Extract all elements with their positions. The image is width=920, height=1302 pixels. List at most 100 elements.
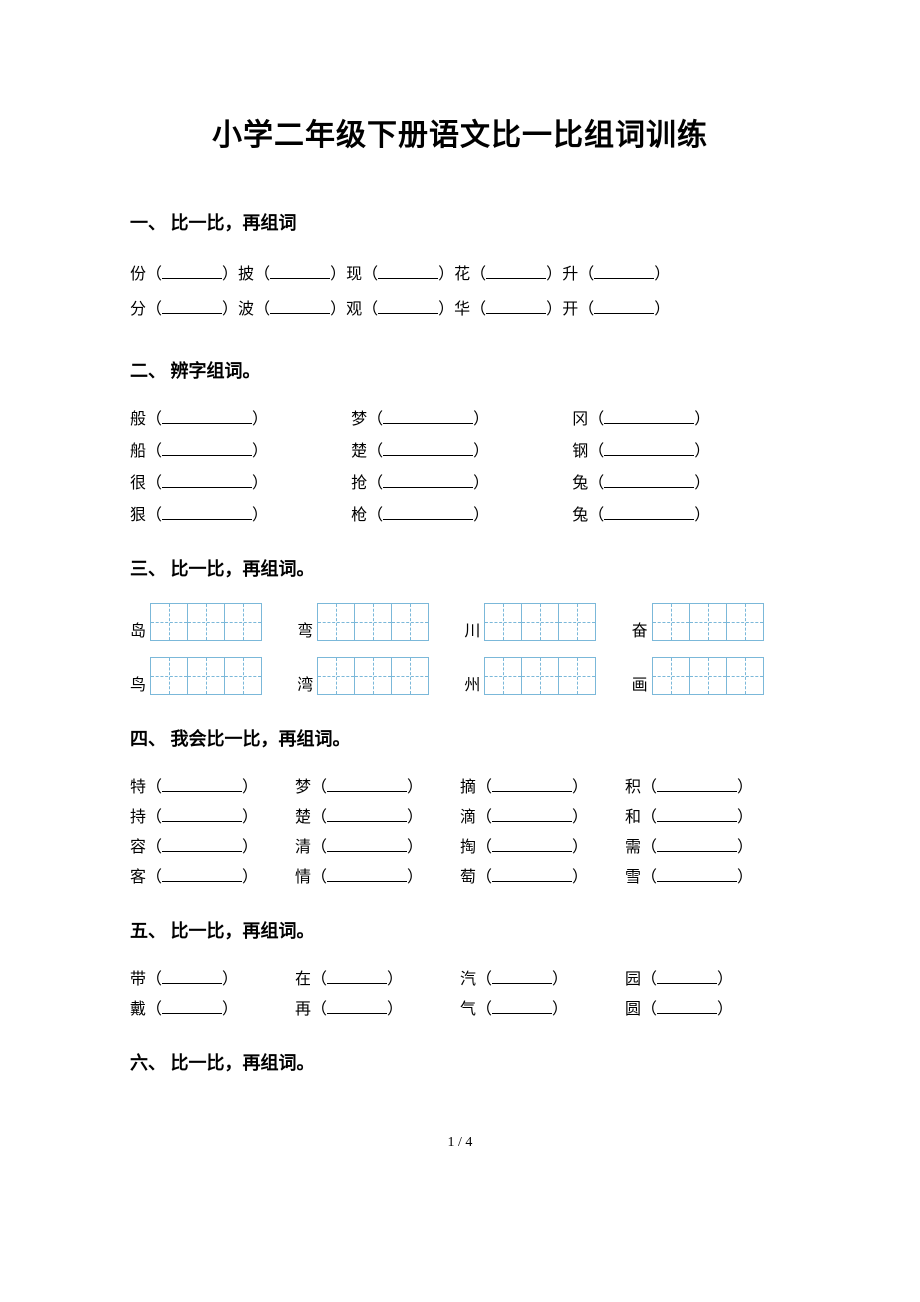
tian-box[interactable] <box>150 657 188 695</box>
blank[interactable] <box>162 998 222 1014</box>
blank[interactable] <box>327 776 407 792</box>
tian-grid[interactable] <box>150 657 262 695</box>
blank[interactable] <box>162 440 252 456</box>
char: 摘 <box>460 779 476 796</box>
blank[interactable] <box>327 866 407 882</box>
blank[interactable] <box>162 866 242 882</box>
tian-box[interactable] <box>187 657 225 695</box>
grid-cell: 奋 <box>632 603 790 641</box>
tian-grid[interactable] <box>150 603 262 641</box>
char: 清 <box>295 839 311 856</box>
blank[interactable] <box>162 472 252 488</box>
char: 容 <box>130 839 146 856</box>
tian-box[interactable] <box>354 657 392 695</box>
blank[interactable] <box>162 298 222 314</box>
tian-box[interactable] <box>689 603 727 641</box>
blank[interactable] <box>162 408 252 424</box>
blank[interactable] <box>604 408 694 424</box>
blank[interactable] <box>657 968 717 984</box>
tian-box[interactable] <box>187 603 225 641</box>
page-number: 1 / 4 <box>130 1135 790 1151</box>
blank[interactable] <box>383 408 473 424</box>
blank[interactable] <box>486 263 546 279</box>
blank[interactable] <box>604 440 694 456</box>
blank[interactable] <box>594 298 654 314</box>
blank[interactable] <box>486 298 546 314</box>
blank[interactable] <box>492 998 552 1014</box>
tian-box[interactable] <box>391 657 429 695</box>
blank[interactable] <box>492 968 552 984</box>
blank[interactable] <box>657 836 737 852</box>
tian-box[interactable] <box>558 657 596 695</box>
char: 钢 <box>572 443 588 460</box>
blank[interactable] <box>492 866 572 882</box>
char: 华 <box>454 301 470 318</box>
blank[interactable] <box>378 298 438 314</box>
tian-box[interactable] <box>521 657 559 695</box>
char: 份 <box>130 266 146 283</box>
tian-box[interactable] <box>150 603 188 641</box>
tian-box[interactable] <box>317 603 355 641</box>
char: 梦 <box>295 779 311 796</box>
char-blank-cell: 和（） <box>625 803 790 827</box>
blank[interactable] <box>657 776 737 792</box>
tian-grid[interactable] <box>317 657 429 695</box>
section-4-row: 客（）情（）萄（）雪（） <box>130 863 790 887</box>
tian-box[interactable] <box>726 657 764 695</box>
blank[interactable] <box>492 806 572 822</box>
char: 再 <box>295 1001 311 1018</box>
char-blank-cell: 掏（） <box>460 833 625 857</box>
blank[interactable] <box>162 806 242 822</box>
blank[interactable] <box>657 998 717 1014</box>
blank[interactable] <box>657 806 737 822</box>
blank[interactable] <box>162 263 222 279</box>
tian-box[interactable] <box>558 603 596 641</box>
tian-grid[interactable] <box>484 603 596 641</box>
blank[interactable] <box>162 968 222 984</box>
blank[interactable] <box>162 776 242 792</box>
blank[interactable] <box>378 263 438 279</box>
tian-box[interactable] <box>652 657 690 695</box>
blank[interactable] <box>327 998 387 1014</box>
char: 在 <box>295 971 311 988</box>
char: 需 <box>625 839 641 856</box>
tian-grid[interactable] <box>652 657 764 695</box>
char-blank-cell: 圆（） <box>625 995 790 1019</box>
blank[interactable] <box>327 806 407 822</box>
blank[interactable] <box>162 836 242 852</box>
blank[interactable] <box>383 472 473 488</box>
blank[interactable] <box>270 298 330 314</box>
blank[interactable] <box>327 836 407 852</box>
blank[interactable] <box>270 263 330 279</box>
tian-box[interactable] <box>224 603 262 641</box>
tian-box[interactable] <box>224 657 262 695</box>
tian-box[interactable] <box>726 603 764 641</box>
blank[interactable] <box>604 504 694 520</box>
tian-grid[interactable] <box>484 657 596 695</box>
tian-grid[interactable] <box>317 603 429 641</box>
blank[interactable] <box>383 440 473 456</box>
tian-box[interactable] <box>484 603 522 641</box>
tian-box[interactable] <box>354 603 392 641</box>
section-4-body: 特（）梦（）摘（）积（）持（）楚（）滴（）和（）容（）清（）掏（）需（）客（）情… <box>130 773 790 887</box>
blank[interactable] <box>492 836 572 852</box>
blank[interactable] <box>604 472 694 488</box>
blank[interactable] <box>162 504 252 520</box>
tian-box[interactable] <box>317 657 355 695</box>
blank[interactable] <box>492 776 572 792</box>
tian-box[interactable] <box>652 603 690 641</box>
blank[interactable] <box>657 866 737 882</box>
char: 兔 <box>572 475 588 492</box>
tian-grid[interactable] <box>652 603 764 641</box>
tian-box[interactable] <box>689 657 727 695</box>
tian-box[interactable] <box>391 603 429 641</box>
char: 戴 <box>130 1001 146 1018</box>
tian-box[interactable] <box>521 603 559 641</box>
section-1-row2: 分（）波（）观（）华（）开（） <box>130 292 790 327</box>
section-6-head: 六、 比一比，再组词。 <box>130 1049 790 1075</box>
blank[interactable] <box>327 968 387 984</box>
blank[interactable] <box>383 504 473 520</box>
tian-box[interactable] <box>484 657 522 695</box>
blank[interactable] <box>594 263 654 279</box>
char-blank-cell: 持（） <box>130 803 295 827</box>
